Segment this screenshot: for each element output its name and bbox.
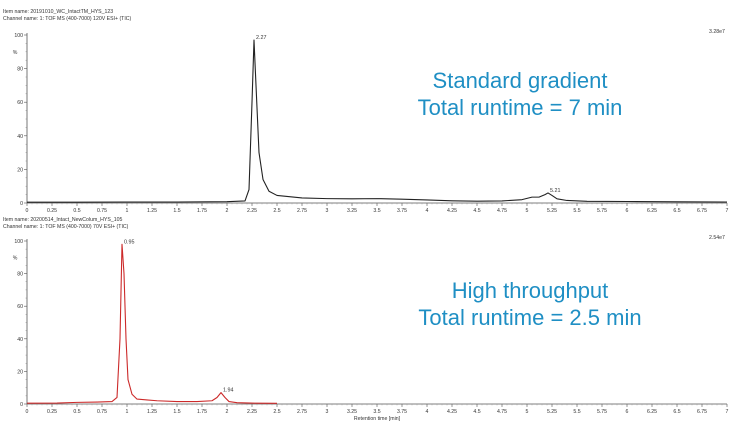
chart2-x-tick-label: 2.25 xyxy=(247,409,257,415)
chart1-x-tick-label: 3.75 xyxy=(397,208,407,214)
chart1-x-tick-label: 6 xyxy=(626,208,629,214)
chart1-y-tick-label: 60 xyxy=(17,100,23,106)
chart1-x-tick-label: 6.5 xyxy=(673,208,680,214)
chart2-scale-label: 2.54e7 xyxy=(709,235,725,241)
chart2-x-tick-label: 1.25 xyxy=(147,409,157,415)
chart2-peak-label: 0.95 xyxy=(124,239,135,245)
chart1-peak-label: 5.21 xyxy=(550,188,561,194)
chart2-x-tick-label: 4.25 xyxy=(447,409,457,415)
chart2-annotation-line2: Total runtime = 2.5 min xyxy=(418,305,642,330)
chart2-x-tick-label: 4.5 xyxy=(473,409,480,415)
chart1-annotation-line2: Total runtime = 7 min xyxy=(417,95,623,120)
chart2-x-tick-label: 5.75 xyxy=(597,409,607,415)
chart1-x-tick-label: 5.75 xyxy=(597,208,607,214)
chart1-series-line xyxy=(27,39,728,203)
chart1-x-tick-label: 3 xyxy=(326,208,329,214)
chart2-x-tick-label: 6.5 xyxy=(673,409,680,415)
chart2-x-tick-label: 1 xyxy=(126,409,129,415)
chart2-x-tick-label: 3 xyxy=(326,409,329,415)
chart2-x-tick-label: 3.5 xyxy=(373,409,380,415)
chart2-x-tick-label: 0 xyxy=(26,409,29,415)
chart1-x-tick-label: 4.5 xyxy=(473,208,480,214)
chart2-x-tick-label: 0.75 xyxy=(97,409,107,415)
chart1-x-tick-label: 4.25 xyxy=(447,208,457,214)
chart2-x-tick-label: 6 xyxy=(626,409,629,415)
chart1-annotation: Standard gradient Total runtime = 7 min xyxy=(390,67,650,121)
chart2-x-tick-label: 7 xyxy=(726,409,729,415)
chart2-x-tick-label: 5.25 xyxy=(547,409,557,415)
chart1-x-tick-label: 1.5 xyxy=(173,208,180,214)
chart1-scale-label: 3.28e7 xyxy=(709,29,725,35)
chart1-y-tick-label: 0 xyxy=(20,201,23,207)
chart2-x-tick-label: 4 xyxy=(426,409,429,415)
chart2-series-line xyxy=(26,243,278,404)
chart1-x-tick-label: 2.75 xyxy=(297,208,307,214)
chart2-x-tick-label: 5 xyxy=(526,409,529,415)
chart1-x-tick-label: 7 xyxy=(726,208,729,214)
chart2-y-tick-label: 100 xyxy=(14,239,23,245)
chart2-x-tick-label: 3.75 xyxy=(397,409,407,415)
chart1-y-tick-label: 80 xyxy=(17,67,23,73)
chart1-y-tick-label: 40 xyxy=(17,134,23,140)
chart1-x-tick-label: 3.5 xyxy=(373,208,380,214)
chart1-annotation-line1: Standard gradient xyxy=(432,68,608,93)
chart2-x-tick-label: 0.25 xyxy=(47,409,57,415)
chart2-x-axis-label: Retention time [min] xyxy=(354,416,401,422)
chart1-x-tick-label: 2 xyxy=(226,208,229,214)
chart1-x-tick-label: 5.5 xyxy=(573,208,580,214)
chart1-x-tick-label: 2.5 xyxy=(273,208,280,214)
chart2-x-tick-label: 0.5 xyxy=(73,409,80,415)
chart1-x-tick-label: 0 xyxy=(26,208,29,214)
chart1-x-tick-label: 2.25 xyxy=(247,208,257,214)
chart2-x-tick-label: 1.75 xyxy=(197,409,207,415)
chart2-peak-label: 1.94 xyxy=(223,388,234,394)
chart1-y-tick-label: 100 xyxy=(14,33,23,39)
chart2-x-tick-label: 2 xyxy=(226,409,229,415)
chart1-y-tick-label: 20 xyxy=(17,167,23,173)
chart1-y-unit: % xyxy=(13,50,18,56)
chart1-peak-label: 2.27 xyxy=(256,35,267,41)
chart2-y-tick-label: 0 xyxy=(20,402,23,408)
chart1-x-tick-label: 1.25 xyxy=(147,208,157,214)
chart1-x-tick-label: 1 xyxy=(126,208,129,214)
chart2-y-tick-label: 20 xyxy=(17,369,23,375)
chart1-x-tick-label: 1.75 xyxy=(197,208,207,214)
chart2-y-tick-label: 40 xyxy=(17,337,23,343)
chart2-x-tick-label: 2.75 xyxy=(297,409,307,415)
chart1-x-tick-label: 6.25 xyxy=(647,208,657,214)
chart2-x-tick-label: 2.5 xyxy=(273,409,280,415)
chart2-x-tick-label: 1.5 xyxy=(173,409,180,415)
chart2-y-tick-label: 80 xyxy=(17,272,23,278)
chart2-item-name: Item name: 20200514_Intact_NewColum_HYS_… xyxy=(3,217,123,223)
chart2-x-tick-label: 6.75 xyxy=(697,409,707,415)
chart1-item-name: Item name: 20191010_WC_IntactTM_HYS_123 xyxy=(3,9,114,15)
chart2-x-tick-label: 5.5 xyxy=(573,409,580,415)
chart1-x-tick-label: 4.75 xyxy=(497,208,507,214)
chart1-x-tick-label: 5.25 xyxy=(547,208,557,214)
chart1-channel-name: Channel name: 1: TOF MS (400-7000) 120V … xyxy=(3,16,132,22)
chart2-x-tick-label: 3.25 xyxy=(347,409,357,415)
chart2-x-tick-label: 4.75 xyxy=(497,409,507,415)
chart1-x-tick-label: 0.5 xyxy=(73,208,80,214)
chart1-x-tick-label: 5 xyxy=(526,208,529,214)
chart1-x-tick-label: 0.75 xyxy=(97,208,107,214)
chart2-y-tick-label: 60 xyxy=(17,304,23,310)
chart2-x-tick-label: 6.25 xyxy=(647,409,657,415)
chart2-channel-name: Channel name: 1: TOF MS (400-7000) 70V E… xyxy=(3,224,129,230)
chart1-x-tick-label: 6.75 xyxy=(697,208,707,214)
chart1-x-tick-label: 4 xyxy=(426,208,429,214)
chart2-annotation-line1: High throughput xyxy=(451,278,609,303)
chart2-annotation: High throughput Total runtime = 2.5 min xyxy=(390,277,670,331)
chart2-y-unit: % xyxy=(13,255,18,261)
chart1-x-tick-label: 0.25 xyxy=(47,208,57,214)
chart1-x-tick-label: 3.25 xyxy=(347,208,357,214)
